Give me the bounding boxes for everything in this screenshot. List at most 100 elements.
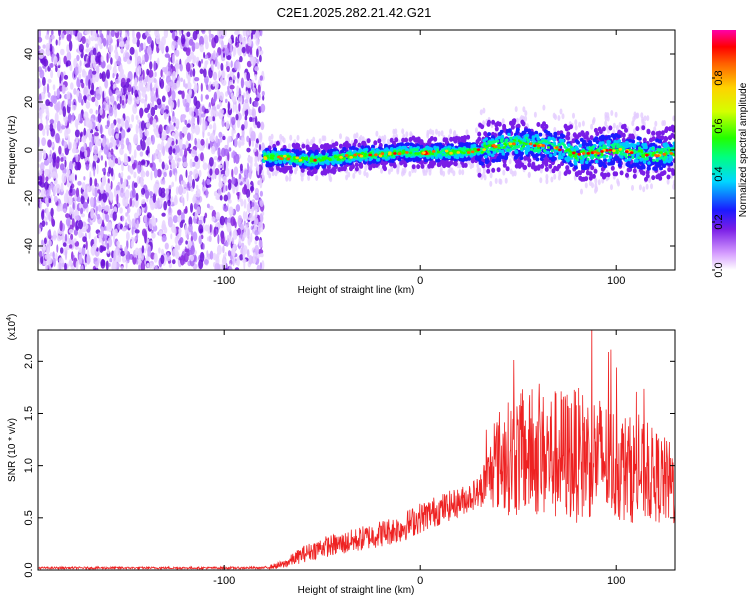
noise-blob (62, 242, 67, 247)
noise-blob (100, 124, 103, 135)
noise-blob (79, 60, 82, 67)
noise-blob (153, 168, 158, 179)
noise-blob (101, 219, 105, 227)
noise-blob (55, 159, 60, 169)
noise-blob (241, 124, 245, 131)
noise-blob (238, 103, 241, 112)
band-blob (366, 138, 371, 144)
noise-blob (238, 141, 241, 148)
noise-blob (134, 49, 138, 60)
noise-blob (127, 94, 133, 105)
noise-blob (155, 87, 158, 98)
noise-blob (248, 86, 251, 94)
noise-blob (213, 228, 217, 238)
noise-blob (230, 43, 233, 54)
noise-blob (221, 40, 224, 50)
noise-blob (38, 30, 41, 39)
noise-blob (58, 260, 62, 270)
band-blob (510, 124, 515, 130)
band-blob (494, 126, 499, 132)
band-blob (603, 158, 607, 163)
noise-blob (219, 215, 225, 226)
noise-blob (108, 106, 114, 117)
halo-blob (502, 169, 506, 176)
band-blob (428, 160, 433, 166)
noise-blob (78, 203, 84, 210)
figure-title: C2E1.2025.282.21.42.G21 (277, 5, 432, 20)
noise-blob (233, 76, 236, 81)
noise-blob (185, 62, 191, 73)
band-blob (319, 144, 324, 150)
noise-blob (184, 148, 188, 158)
noise-blob (55, 183, 61, 194)
noise-blob (240, 223, 244, 230)
noise-blob (199, 44, 204, 53)
noise-blob (247, 196, 251, 203)
band-blob (644, 176, 648, 182)
noise-blob (175, 186, 179, 196)
band-blob (641, 165, 646, 170)
halo-blob (520, 115, 524, 121)
halo-blob (615, 124, 619, 131)
band-blob (331, 166, 336, 172)
noise-blob (53, 154, 56, 164)
noise-blob (150, 40, 154, 51)
noise-blob (83, 127, 86, 136)
noise-blob (102, 138, 106, 148)
noise-blob (125, 137, 130, 146)
noise-blob (131, 225, 134, 236)
noise-blob (116, 123, 121, 130)
band-blob (670, 132, 675, 138)
noise-blob (42, 76, 46, 86)
noise-blob (175, 139, 178, 145)
noise-blob (50, 69, 54, 79)
noise-blob (204, 60, 208, 69)
noise-blob (70, 233, 74, 241)
noise-blob (154, 71, 157, 78)
noise-blob (196, 188, 201, 198)
noise-blob (58, 145, 62, 155)
noise-blob (146, 122, 150, 129)
noise-blob (127, 214, 131, 222)
band-blob (291, 148, 296, 153)
band-blob (523, 165, 528, 170)
noise-blob (133, 149, 137, 159)
band-blob (269, 166, 274, 172)
halo-blob (339, 133, 342, 140)
band-blob (398, 142, 403, 147)
noise-blob (172, 259, 176, 265)
noise-blob (38, 150, 43, 161)
noise-blob (171, 196, 174, 201)
noise-blob (119, 244, 123, 249)
noise-blob (92, 160, 96, 171)
band-blob (342, 146, 347, 151)
noise-blob (254, 235, 259, 241)
noise-blob (63, 74, 69, 80)
noise-blob (98, 192, 102, 202)
band-blob (487, 119, 491, 125)
noise-blob (132, 37, 138, 45)
halo-blob (296, 134, 300, 141)
noise-blob (161, 36, 166, 46)
noise-blob (91, 82, 95, 92)
noise-blob (172, 53, 175, 65)
halo-blob (266, 169, 270, 176)
noise-blob (162, 235, 167, 242)
noise-blob (176, 80, 181, 88)
noise-blob (113, 83, 117, 89)
noise-blob (167, 216, 173, 228)
noise-blob (228, 147, 232, 152)
noise-blob (225, 241, 229, 247)
noise-blob (131, 114, 135, 123)
noise-blob (190, 245, 195, 255)
noise-blob (58, 39, 61, 46)
noise-blob (248, 202, 251, 213)
noise-blob (243, 183, 247, 193)
noise-blob (216, 244, 222, 255)
noise-blob (149, 61, 153, 70)
noise-blob (202, 123, 206, 133)
noise-blob (172, 31, 176, 40)
noise-blob (254, 239, 258, 245)
noise-blob (133, 133, 139, 145)
band-blob (486, 168, 491, 174)
